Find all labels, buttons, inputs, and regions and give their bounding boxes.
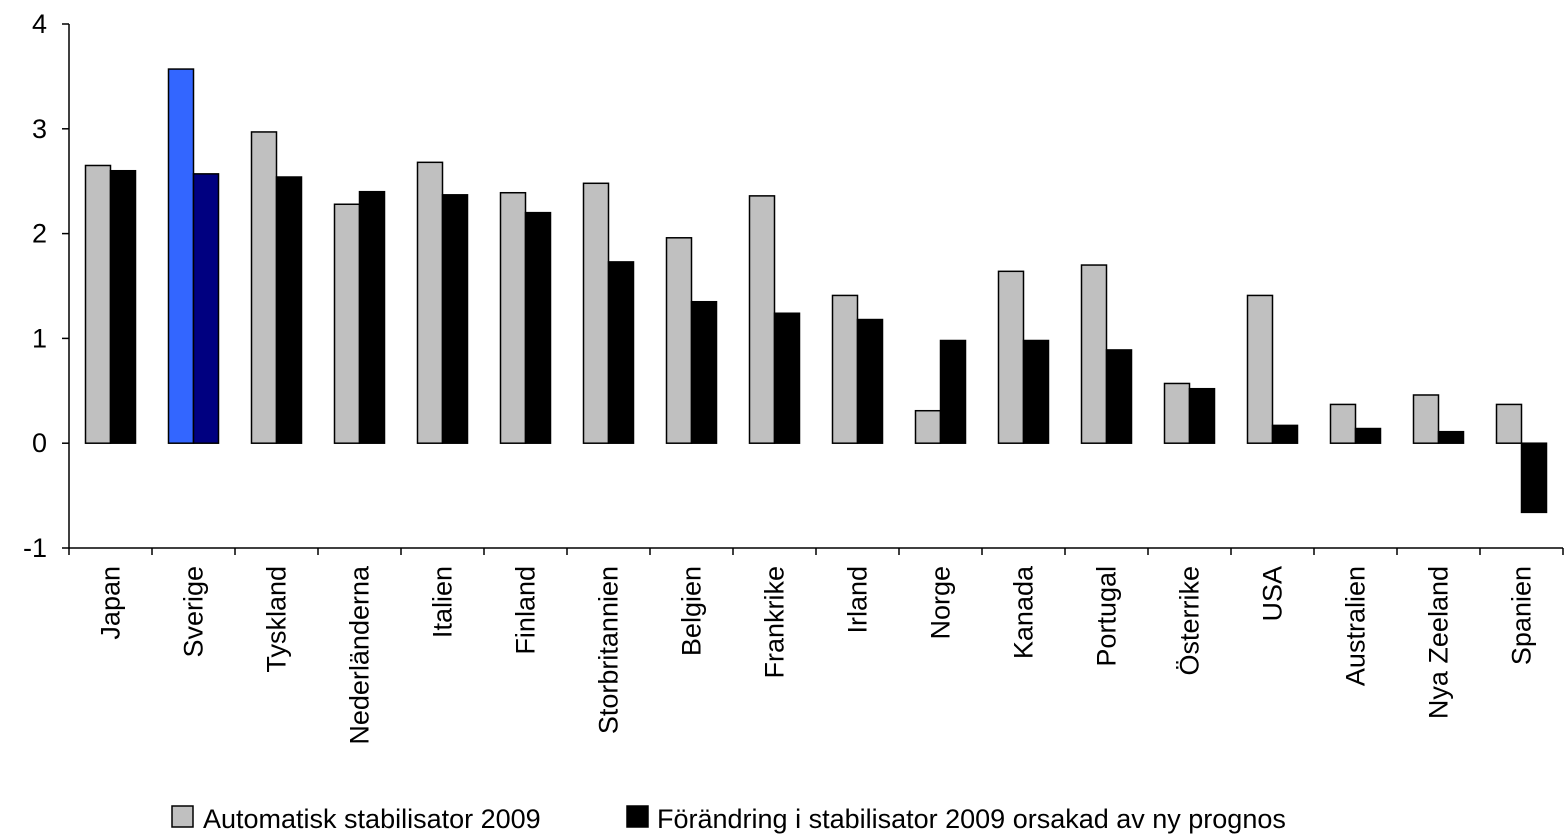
bar-forandring: [856, 318, 884, 444]
category-label: Sverige: [179, 566, 209, 658]
bar-forandring: [358, 190, 386, 444]
bar-automatisk: [333, 203, 361, 444]
legend-label-series-2: Förändring i stabilisator 2009 orsakad a…: [657, 804, 1286, 834]
legend: Automatisk stabilisator 2009 Förändring …: [171, 804, 1286, 834]
category-labels-group: Japan Sverige Tyskland Nederländerna Italien…: [96, 565, 1537, 745]
bar-automatisk: [1412, 394, 1440, 444]
category-label: Australien: [1341, 566, 1371, 686]
category-label: Storbritannien: [594, 566, 624, 734]
bar-forandring: [275, 176, 303, 444]
y-tick-label: 3: [32, 114, 47, 144]
bar-forandring: [1354, 427, 1382, 444]
category-label: Belgien: [677, 566, 707, 656]
category-label: Frankrike: [760, 566, 790, 679]
bar-automatisk: [1163, 382, 1191, 444]
category-label: Japan: [96, 566, 126, 640]
y-tick-label: 0: [32, 428, 47, 458]
bar-forandring: [1271, 424, 1299, 444]
y-tick-label: -1: [23, 533, 47, 563]
category-label: Kanada: [1009, 565, 1039, 659]
category-label: Italien: [428, 566, 458, 638]
bar-forandring: [690, 300, 718, 444]
bar-automatisk: [582, 182, 610, 444]
bar-automatisk: [831, 294, 859, 444]
bar-automatisk: [167, 68, 195, 444]
bar-automatisk: [416, 161, 444, 444]
category-label: Norge: [926, 566, 956, 640]
category-label: Nya Zeeland: [1424, 566, 1454, 719]
bar-forandring: [1520, 442, 1548, 514]
bar-automatisk: [84, 164, 112, 444]
y-tick-label: 2: [32, 219, 47, 249]
category-label: Spanien: [1507, 566, 1537, 665]
category-label: Irland: [843, 566, 873, 634]
bar-forandring: [773, 312, 801, 444]
y-tick-label: 4: [32, 9, 47, 39]
bar-automatisk: [1246, 294, 1274, 444]
category-label: Österrike: [1175, 566, 1205, 676]
bar-automatisk: [748, 195, 776, 444]
category-label: Portugal: [1092, 566, 1122, 667]
bar-automatisk: [1080, 264, 1108, 444]
category-label: Tyskland: [262, 566, 292, 673]
bars-group: [84, 68, 1548, 514]
bar-forandring: [939, 339, 967, 444]
bar-automatisk: [499, 191, 527, 444]
category-label: Nederländerna: [345, 565, 375, 745]
bar-forandring: [524, 211, 552, 444]
category-label: Finland: [511, 566, 541, 655]
y-tick-label: 1: [32, 323, 47, 353]
bar-forandring: [607, 261, 635, 444]
bar-automatisk: [250, 131, 278, 444]
bar-automatisk: [1495, 403, 1523, 444]
category-label: USA: [1258, 566, 1288, 622]
bar-automatisk: [914, 409, 942, 444]
bar-forandring: [441, 194, 469, 444]
bar-forandring: [1022, 339, 1050, 444]
bar-forandring: [192, 173, 220, 444]
y-ticks-group: -1 0 1 2 3 4: [23, 9, 69, 563]
x-ticks-group: [68, 548, 1564, 555]
legend-swatch-series-1: [171, 805, 194, 828]
bar-forandring: [1188, 387, 1216, 444]
bar-forandring: [1437, 430, 1465, 444]
bar-forandring: [1105, 349, 1133, 444]
bar-automatisk: [665, 237, 693, 444]
bar-forandring: [109, 169, 137, 444]
bar-automatisk: [997, 270, 1025, 444]
bar-automatisk: [1329, 403, 1357, 444]
legend-label-series-1: Automatisk stabilisator 2009: [203, 804, 541, 834]
legend-swatch-series-2: [626, 805, 649, 828]
